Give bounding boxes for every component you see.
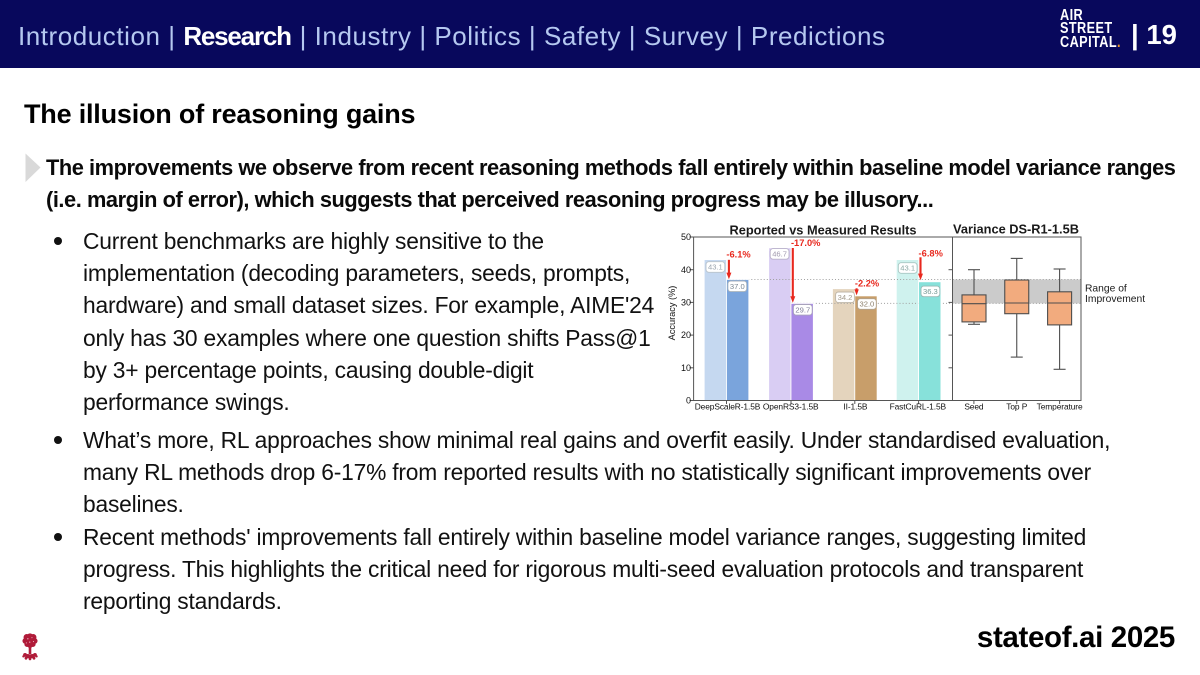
svg-text:Reported vs Measured Results: Reported vs Measured Results (729, 222, 916, 237)
svg-text:Temperature: Temperature (1037, 402, 1083, 412)
svg-text:-6.8%: -6.8% (919, 249, 944, 259)
svg-text:37.0: 37.0 (730, 282, 745, 291)
svg-text:32.0: 32.0 (860, 300, 875, 309)
svg-text:30: 30 (681, 298, 691, 308)
svg-text:-17.0%: -17.0% (791, 238, 821, 248)
svg-text:Top P: Top P (1006, 402, 1027, 412)
svg-text:36.3: 36.3 (923, 287, 938, 296)
svg-text:Seed: Seed (964, 402, 984, 412)
svg-text:46.7: 46.7 (772, 250, 787, 259)
svg-text:II-1.5B: II-1.5B (843, 402, 867, 412)
svg-text:43.1: 43.1 (708, 263, 723, 272)
svg-text:DeepScaleR-1.5B: DeepScaleR-1.5B (695, 402, 761, 412)
svg-text:10: 10 (681, 363, 691, 373)
svg-text:-6.1%: -6.1% (726, 250, 751, 260)
svg-text:0: 0 (686, 396, 691, 406)
svg-text:Variance DS-R1-1.5B: Variance DS-R1-1.5B (953, 221, 1079, 236)
svg-text:Range of: Range of (1085, 284, 1127, 295)
svg-text:FastCuRL-1.5B: FastCuRL-1.5B (890, 402, 947, 412)
svg-text:43.1: 43.1 (900, 264, 915, 273)
svg-text:50: 50 (681, 232, 691, 242)
svg-text:34.2: 34.2 (838, 293, 853, 302)
svg-text:-2.2%: -2.2% (855, 278, 880, 288)
svg-text:Improvement: Improvement (1085, 294, 1145, 305)
svg-text:40: 40 (681, 265, 691, 275)
svg-text:20: 20 (681, 330, 691, 340)
svg-text:OpenRS3-1.5B: OpenRS3-1.5B (763, 402, 819, 412)
svg-text:Accuracy (%): Accuracy (%) (667, 286, 677, 341)
svg-text:29.7: 29.7 (795, 306, 810, 315)
